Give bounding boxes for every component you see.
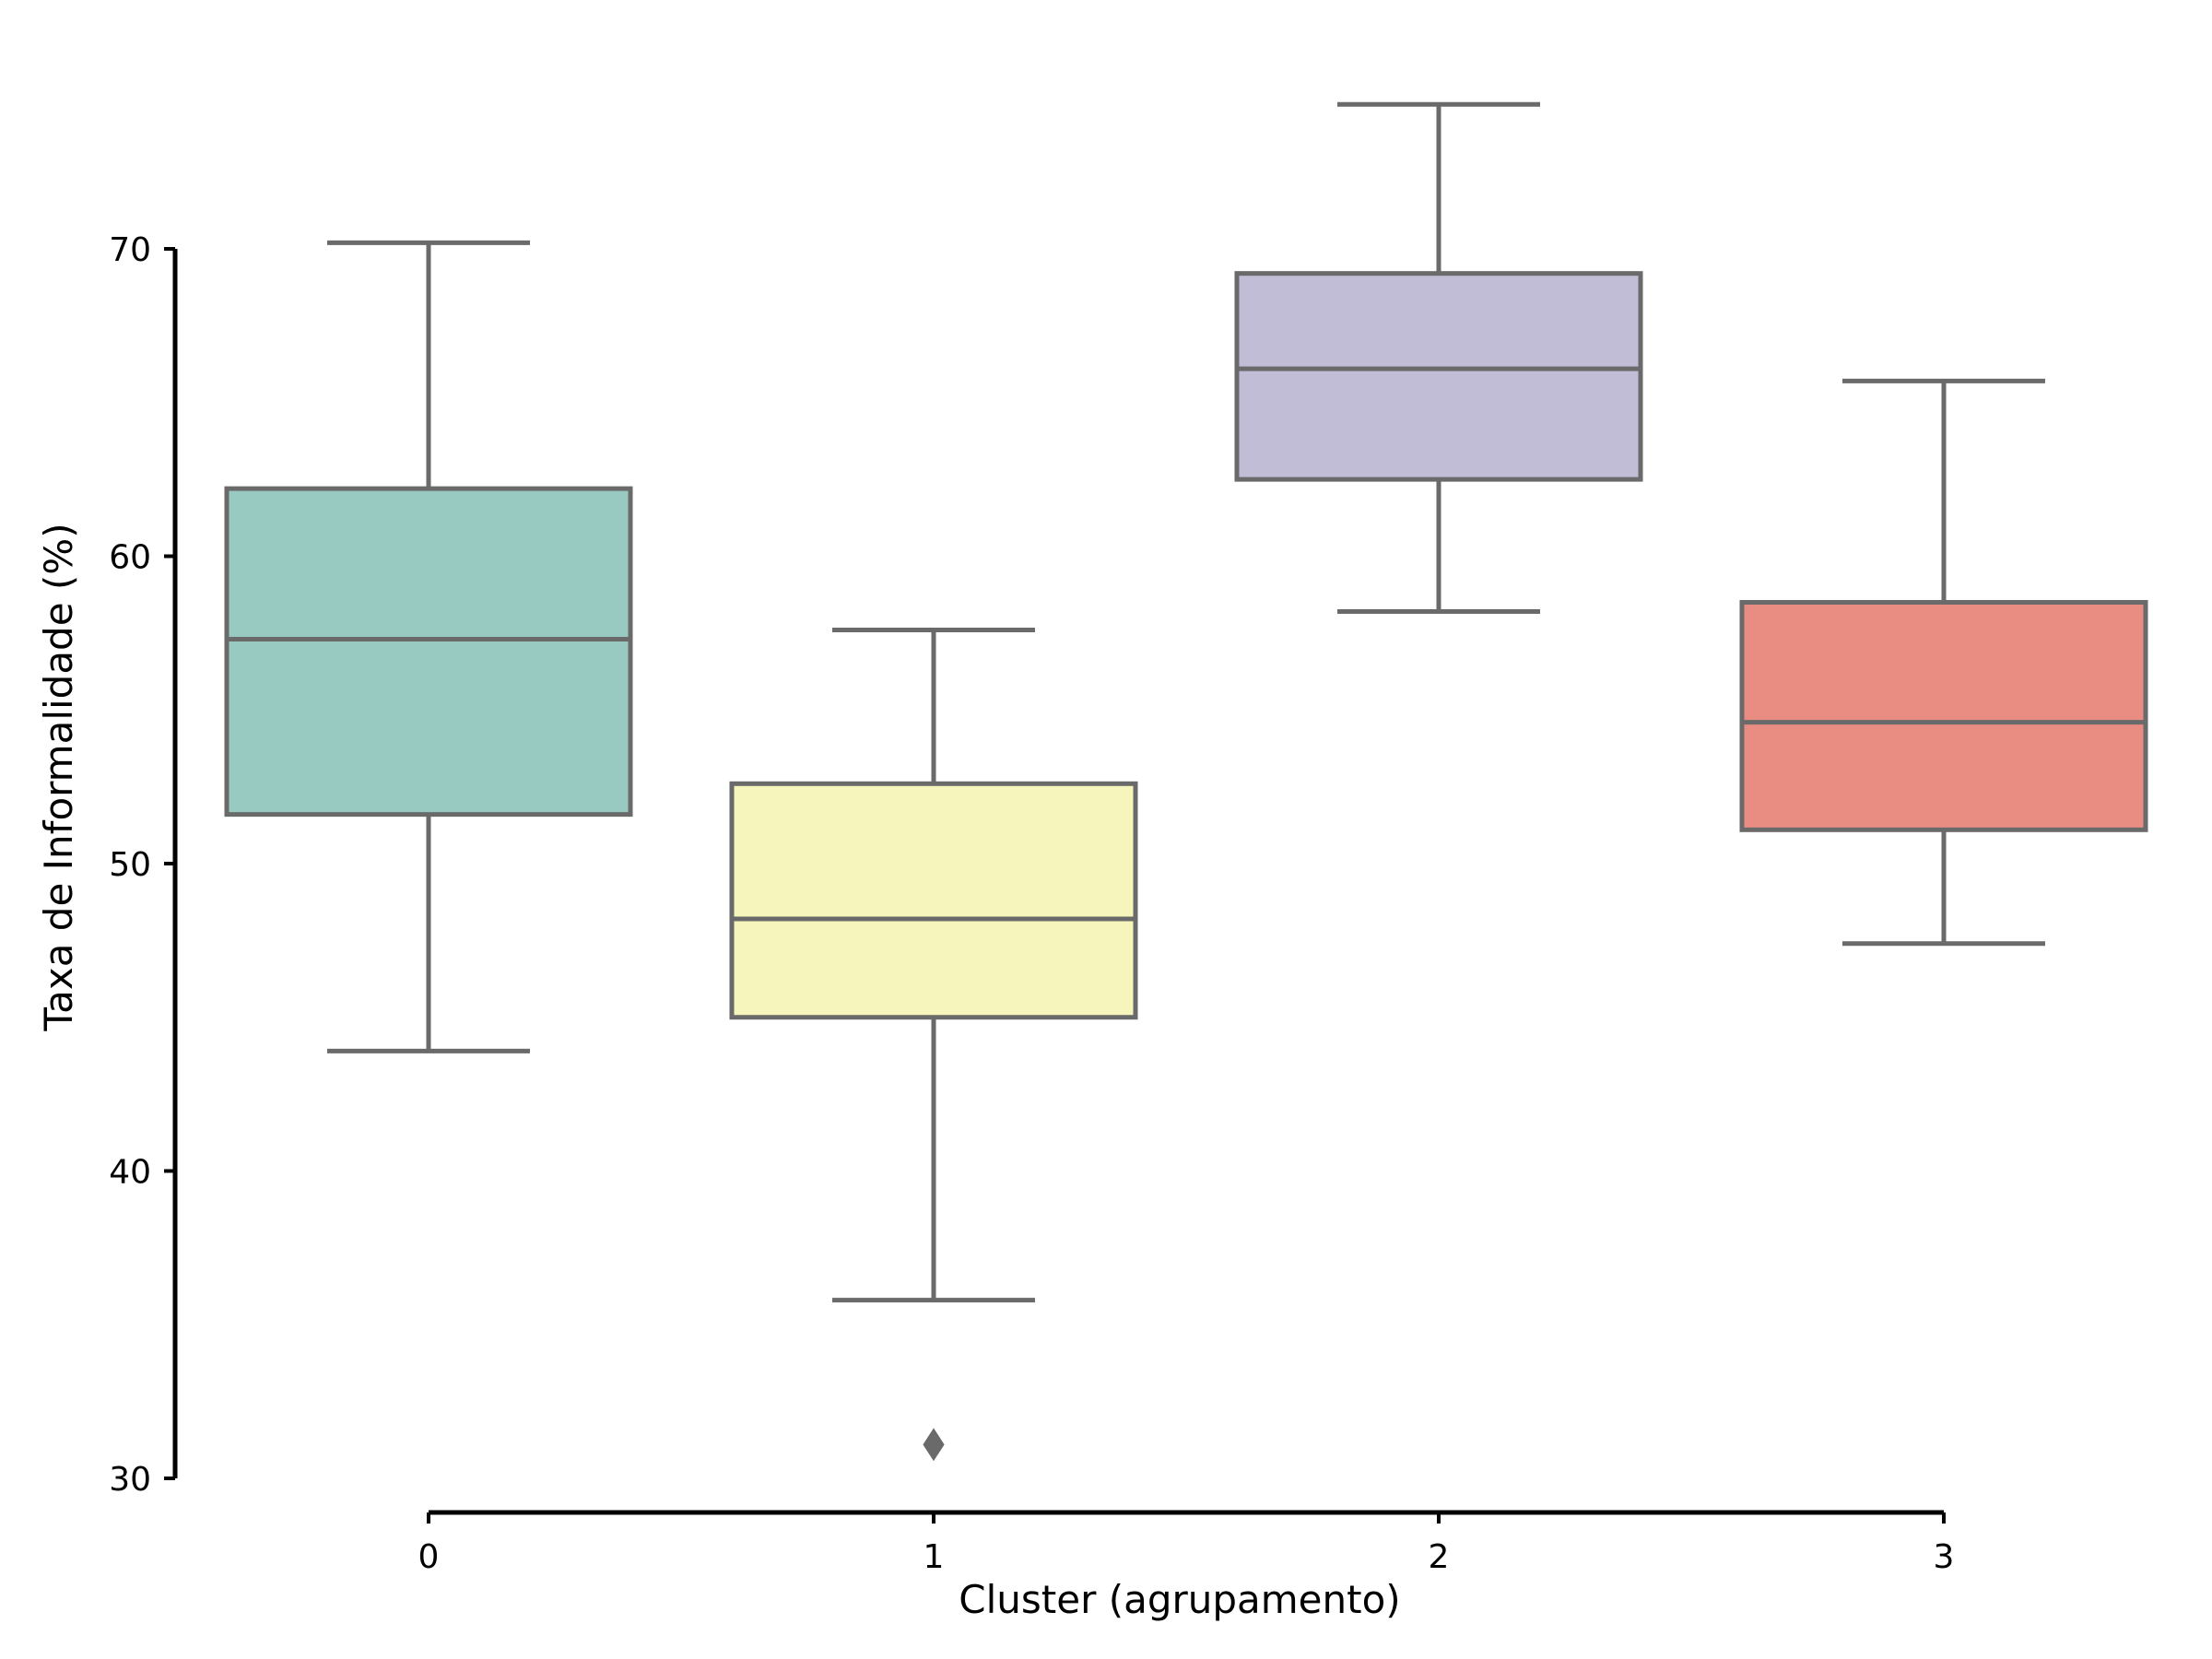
y-tick-label: 40	[109, 1154, 151, 1192]
box-group-1	[729, 628, 1138, 1462]
box-group-0	[224, 240, 633, 1053]
y-tick-label: 50	[109, 846, 151, 884]
boxes-layer	[224, 101, 2148, 1462]
x-tick-label: 1	[924, 1538, 945, 1576]
y-tick-label: 60	[109, 539, 151, 577]
y-tick-label: 70	[109, 231, 151, 269]
iqr-box	[729, 781, 1138, 1020]
box-group-3	[1739, 378, 2148, 947]
x-tick-label: 3	[1934, 1538, 1955, 1576]
x-tick-label: 2	[1429, 1538, 1450, 1576]
iqr-box	[224, 486, 633, 818]
outlier-point	[923, 1428, 945, 1462]
x-tick-label: 0	[418, 1538, 440, 1576]
axes-layer: 30 40 50 60 70 0 1 2 3	[109, 231, 1954, 1576]
iqr-box	[1234, 271, 1643, 482]
x-axis-title: Cluster (agrupamento)	[959, 1577, 1400, 1622]
box-group-2	[1234, 101, 1643, 615]
y-tick-label: 30	[109, 1461, 151, 1499]
iqr-box	[1739, 600, 2148, 832]
y-axis-title: Taxa de Informalidade (%)	[36, 523, 81, 1031]
